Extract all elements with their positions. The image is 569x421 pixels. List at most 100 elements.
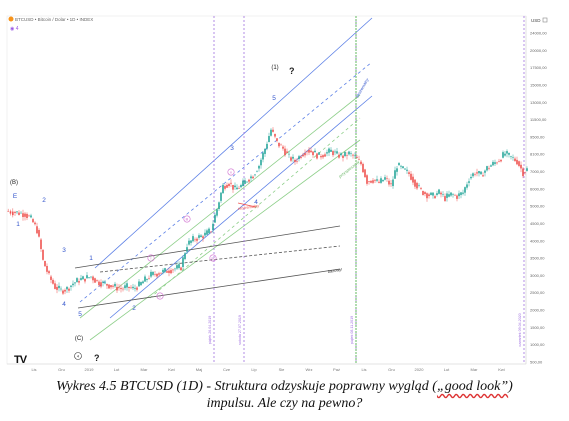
candles: [7, 127, 528, 295]
candle-body: [230, 182, 232, 184]
x-tick-label: Kwi: [498, 367, 505, 372]
candle-body: [308, 149, 310, 153]
candle-body: [394, 170, 396, 179]
candle-body: [340, 153, 342, 156]
candle-body: [224, 186, 226, 189]
candle-body: [166, 271, 168, 273]
candle-body: [296, 161, 298, 162]
caption-line1-pre: Wykres 4.5 BTCUSD (1D) - Struktura odzys…: [56, 379, 437, 394]
candle-body: [406, 169, 408, 171]
y-tick-label: 7000,00: [530, 169, 545, 174]
candle-body: [58, 285, 60, 289]
candle-body: [400, 165, 402, 167]
gray-channel-mid: [99, 245, 341, 273]
candle-body: [288, 153, 290, 155]
candle-body: [148, 278, 150, 279]
candle-body: [186, 247, 188, 252]
candle-body: [518, 161, 520, 166]
candle-body: [304, 153, 306, 156]
candle-body: [278, 142, 280, 147]
candle-body: [198, 235, 200, 238]
candle-body: [466, 184, 468, 188]
candle-body: [276, 138, 278, 141]
candle-body: [492, 161, 494, 166]
candle-body: [106, 283, 108, 286]
candle-body: [436, 193, 438, 195]
candle-body: [120, 288, 122, 290]
candle-body: [342, 155, 344, 158]
candle-body: [362, 163, 364, 173]
y-tick-label: 2000,00: [530, 308, 545, 313]
circled-label-ring: [209, 254, 217, 262]
x-tick-label: Lis: [361, 367, 366, 372]
candle-body: [458, 193, 460, 197]
candle-body: [358, 159, 360, 161]
caption-line2: impulsu. Ale czy na pewno?: [206, 396, 363, 411]
candle-body: [332, 151, 334, 156]
candle-body: [446, 193, 448, 198]
chart-area: BTCUSD • Bitcoin / Dolar • 1D • INDEX ◉ …: [6, 15, 548, 372]
candle-body: [82, 276, 84, 280]
candle-body: [88, 277, 90, 278]
candle-body: [92, 276, 94, 281]
candle-body: [108, 284, 110, 289]
candle-body: [330, 149, 332, 152]
wave-label: 3: [230, 145, 234, 152]
candle-body: [266, 143, 268, 149]
candle-body: [84, 278, 86, 282]
candle-body: [346, 155, 348, 156]
candle-body: [402, 166, 404, 169]
settings-icon[interactable]: [542, 17, 548, 23]
candle-body: [192, 236, 194, 242]
candle-body: [456, 195, 458, 199]
channel-label: bazowy!: [327, 267, 343, 274]
candle-body: [176, 265, 178, 269]
candle-body: [468, 181, 470, 183]
candle-body: [174, 268, 176, 270]
candle-body: [96, 279, 98, 281]
candle-body: [208, 228, 210, 234]
gray-channel: [74, 225, 341, 309]
candle-body: [322, 155, 324, 158]
candle-body: [390, 183, 392, 185]
gray-channel-lower: [77, 268, 341, 309]
candle-body: [154, 274, 156, 275]
candle-body: [374, 179, 376, 181]
candle-body: [310, 150, 312, 153]
candle-body: [372, 180, 374, 183]
candle-body: [20, 212, 22, 214]
candle-body: [252, 176, 254, 179]
vline-labels: piątek 26.04.2019 sobota 27.07.2019 piątek…: [208, 313, 522, 346]
candle-body: [54, 283, 56, 289]
blue-channel-upper: [94, 17, 373, 269]
y-tick-label: 4000,00: [530, 238, 545, 243]
candle-body: [364, 169, 366, 178]
candle-body: [94, 278, 96, 283]
candle-body: [444, 196, 446, 201]
candle-body: [76, 278, 78, 283]
y-tick-label: 2500,00: [530, 290, 545, 295]
wave-label: 5: [78, 311, 82, 318]
candle-body: [7, 210, 9, 212]
candle-body: [200, 235, 202, 238]
candle-body: [126, 283, 128, 288]
candle-body: [170, 270, 172, 274]
green-channel-upper: [79, 94, 361, 319]
candle-body: [74, 282, 76, 284]
candle-body: [320, 156, 322, 158]
candle-body: [448, 194, 450, 197]
candle-body: [432, 192, 434, 196]
candle-body: [386, 178, 388, 179]
candle-body: [514, 158, 516, 162]
candle-body: [180, 267, 182, 271]
candle-body: [182, 257, 184, 267]
candle-body: [66, 286, 68, 290]
candle-body: [510, 156, 512, 157]
candle-body: [116, 286, 118, 291]
x-tick-label: Cze: [223, 367, 231, 372]
eye-icon[interactable]: ◉ 4: [10, 26, 19, 32]
candle-body: [384, 177, 386, 180]
candle-body: [496, 162, 498, 164]
candle-body: [498, 161, 500, 162]
